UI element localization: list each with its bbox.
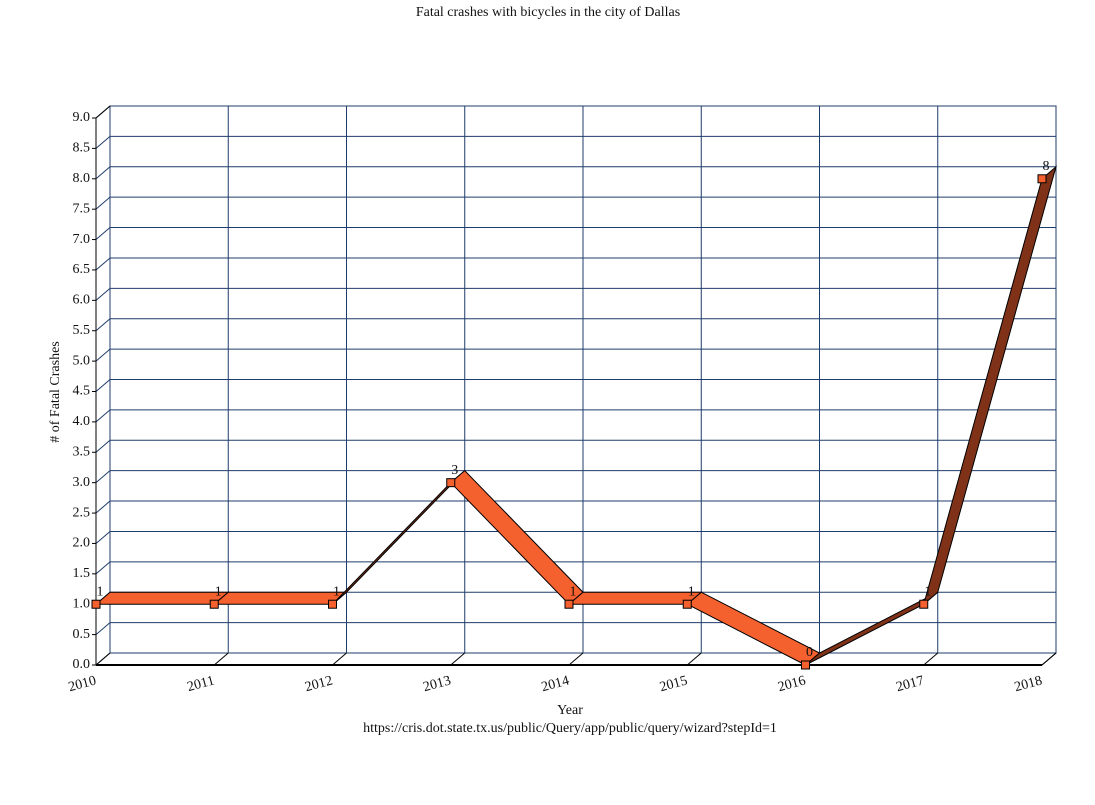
point-marker bbox=[1037, 174, 1047, 184]
x-tick-label: 2014 bbox=[540, 673, 571, 695]
side-grid-line bbox=[95, 318, 111, 332]
x-tick-label: 2016 bbox=[776, 673, 807, 695]
y-tick-label: 3.0 bbox=[73, 475, 91, 490]
value-label: 1 bbox=[333, 584, 340, 599]
side-grid-line bbox=[95, 348, 111, 362]
y-tick-label: 1.0 bbox=[73, 596, 91, 611]
x-tick-label: 2011 bbox=[186, 673, 216, 695]
y-tick-label: 9.0 bbox=[73, 110, 91, 125]
y-tick-label: 6.5 bbox=[73, 262, 91, 277]
value-label: 1 bbox=[97, 584, 104, 599]
value-label: 8 bbox=[1043, 159, 1050, 174]
floor-grid-line bbox=[923, 652, 939, 666]
point-marker bbox=[564, 599, 574, 609]
chart-title: Fatal crashes with bicycles in the city … bbox=[416, 5, 680, 20]
side-grid-line bbox=[95, 409, 111, 423]
y-tick-label: 7.0 bbox=[73, 232, 91, 247]
y-tick-label: 4.5 bbox=[73, 384, 91, 399]
point-marker bbox=[91, 599, 101, 609]
floor-grid-line bbox=[686, 652, 702, 666]
y-tick-label: 4.0 bbox=[73, 414, 91, 429]
value-label: 0 bbox=[806, 645, 813, 660]
side-grid-line bbox=[95, 166, 111, 180]
side-grid-line bbox=[95, 500, 111, 514]
ribbon-segment bbox=[567, 591, 703, 605]
floor-grid-line bbox=[213, 652, 229, 666]
floor-grid-line bbox=[568, 652, 584, 666]
y-tick-label: 2.5 bbox=[73, 505, 91, 520]
y-tick-label: 2.0 bbox=[73, 536, 91, 551]
side-grid-line bbox=[95, 439, 111, 453]
floor-grid-line bbox=[450, 652, 466, 666]
x-tick-label: 2012 bbox=[303, 673, 334, 695]
x-tick-label: 2015 bbox=[658, 673, 689, 695]
x-tick-label: 2010 bbox=[67, 673, 98, 695]
value-label: 1 bbox=[215, 584, 222, 599]
floor-edge bbox=[1041, 652, 1057, 666]
side-grid-line bbox=[95, 531, 111, 544]
point-marker bbox=[682, 599, 692, 609]
floor-grid-line bbox=[95, 652, 111, 666]
y-tick-label: 0.5 bbox=[73, 627, 91, 642]
side-grid-line bbox=[95, 561, 111, 575]
side-grid-line bbox=[95, 227, 111, 240]
x-tick-label: 2017 bbox=[895, 673, 926, 695]
ribbon-segment bbox=[922, 165, 1057, 606]
y-tick-label: 6.0 bbox=[73, 293, 91, 308]
point-marker bbox=[446, 478, 456, 488]
point-marker bbox=[209, 599, 219, 609]
y-tick-label: 8.0 bbox=[73, 171, 91, 186]
side-grid-line bbox=[95, 196, 111, 210]
point-marker bbox=[801, 660, 810, 670]
side-grid-line bbox=[95, 136, 111, 149]
side-grid-line bbox=[95, 257, 111, 271]
point-marker bbox=[328, 599, 337, 609]
y-tick-label: 5.0 bbox=[73, 353, 91, 368]
side-grid-line bbox=[95, 379, 111, 392]
side-grid-line bbox=[95, 287, 111, 301]
y-tick-label: 1.5 bbox=[73, 566, 91, 581]
x-tick-label: 2013 bbox=[422, 673, 453, 695]
source-note: https://cris.dot.state.tx.us/public/Quer… bbox=[363, 721, 777, 736]
value-label: 1 bbox=[924, 584, 931, 599]
x-tick-label: 2018 bbox=[1013, 673, 1044, 695]
side-grid-line bbox=[95, 470, 111, 484]
ribbon-segment bbox=[212, 591, 348, 605]
side-grid-line bbox=[95, 622, 111, 635]
point-marker bbox=[919, 599, 929, 609]
y-tick-label: 3.5 bbox=[73, 444, 91, 459]
y-tick-label: 8.5 bbox=[73, 141, 91, 156]
x-axis-title: Year bbox=[557, 703, 583, 718]
side-axis bbox=[95, 105, 111, 119]
floor-grid-line bbox=[332, 652, 347, 666]
y-tick-label: 7.5 bbox=[73, 201, 91, 216]
y-tick-label: 5.5 bbox=[73, 323, 91, 338]
ribbon-segment bbox=[94, 591, 230, 605]
value-label: 3 bbox=[451, 463, 458, 478]
y-tick-label: 0.0 bbox=[73, 657, 91, 672]
value-label: 1 bbox=[688, 584, 695, 599]
y-axis-title: # of Fatal Crashes bbox=[48, 341, 63, 442]
value-label: 1 bbox=[570, 584, 577, 599]
